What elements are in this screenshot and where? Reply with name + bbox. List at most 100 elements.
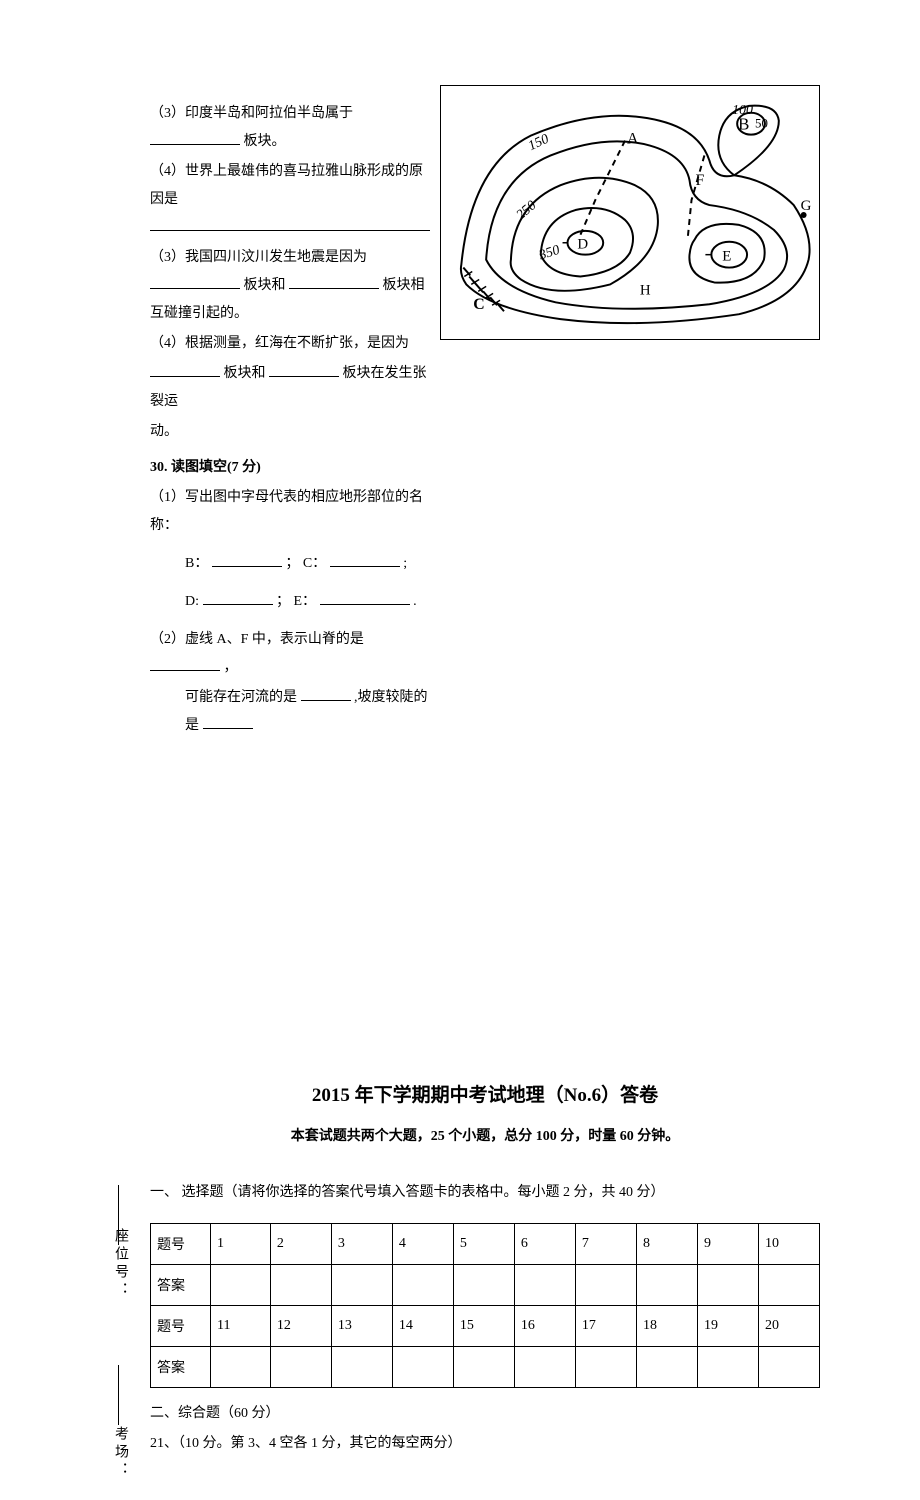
cell: 15 <box>453 1306 514 1347</box>
table-row: 答案 <box>151 1265 820 1306</box>
cell: 20 <box>758 1306 819 1347</box>
cell: 13 <box>331 1306 392 1347</box>
blank[interactable] <box>150 272 240 289</box>
label-f: F <box>695 172 704 189</box>
blank[interactable] <box>150 360 220 377</box>
label-b: B： <box>185 556 208 571</box>
q30-2b-text: 可能存在河流的是 <box>185 690 297 705</box>
q4b-l2a: 板块和 <box>224 366 266 381</box>
question-4b-line3: 动。 <box>150 418 430 446</box>
answer-cell[interactable] <box>392 1347 453 1388</box>
answer-cell[interactable] <box>636 1347 697 1388</box>
answer-cell[interactable] <box>697 1265 758 1306</box>
cell: 7 <box>575 1224 636 1265</box>
blank[interactable] <box>289 272 379 289</box>
blank[interactable] <box>212 550 282 567</box>
cell: 2 <box>270 1224 331 1265</box>
blank[interactable] <box>269 360 339 377</box>
answer-cell[interactable] <box>575 1265 636 1306</box>
q3b-mid: 板块和 <box>244 278 286 293</box>
row-label: 题号 <box>151 1306 211 1347</box>
q30-2-text: （2）虚线 A、F 中，表示山脊的是 <box>150 632 364 647</box>
q4-text: （4）世界上最雄伟的喜马拉雅山脉形成的原因是 <box>150 164 423 207</box>
table-row: 题号 11 12 13 14 15 16 17 18 19 20 <box>151 1306 820 1347</box>
cell: 10 <box>758 1224 819 1265</box>
seat-label: 座位号： <box>110 1228 130 1300</box>
blank[interactable] <box>301 684 351 701</box>
answer-cell[interactable] <box>758 1265 819 1306</box>
cell: 8 <box>636 1224 697 1265</box>
blank[interactable] <box>330 550 400 567</box>
cell: 6 <box>514 1224 575 1265</box>
label-50: 50 <box>755 117 768 131</box>
cell: 12 <box>270 1306 331 1347</box>
answer-subtitle: 本套试题共两个大题，25 个小题，总分 100 分，时量 60 分钟。 <box>150 1125 820 1145</box>
q30-1-de: D: ； E： . <box>150 588 430 616</box>
label-d: D <box>577 237 588 253</box>
answer-cell[interactable] <box>453 1265 514 1306</box>
question-4: （4）世界上最雄伟的喜马拉雅山脉形成的原因是 <box>150 158 430 242</box>
q30-2: （2）虚线 A、F 中，表示山脊的是 ， <box>150 626 430 682</box>
question-3b: （3）我国四川汶川发生地震是因为 板块和 板块相互碰撞引起的。 <box>150 244 430 328</box>
label-100: 100 <box>732 103 753 118</box>
cell: 14 <box>392 1306 453 1347</box>
label-d: D: <box>185 594 199 609</box>
cell: 9 <box>697 1224 758 1265</box>
answer-cell[interactable] <box>211 1347 271 1388</box>
answer-cell[interactable] <box>331 1265 392 1306</box>
label-a: A <box>627 131 639 148</box>
q4b-l3: 动。 <box>150 424 178 439</box>
question-3: （3）印度半岛和阿拉伯半岛属于 板块。 <box>150 100 430 156</box>
cell: 5 <box>453 1224 514 1265</box>
row-label: 答案 <box>151 1265 211 1306</box>
q30-title: 30. 读图填空(7 分) <box>150 456 430 476</box>
q30-2-suffix: ， <box>224 660 238 675</box>
label-350: 350 <box>536 243 561 264</box>
cell: 11 <box>211 1306 271 1347</box>
answer-cell[interactable] <box>270 1265 331 1306</box>
answer-cell[interactable] <box>514 1347 575 1388</box>
answer-cell[interactable] <box>514 1265 575 1306</box>
row-label: 答案 <box>151 1347 211 1388</box>
blank[interactable] <box>150 654 220 671</box>
blank[interactable] <box>203 712 253 729</box>
answer-cell[interactable] <box>758 1347 819 1388</box>
answer-cell[interactable] <box>270 1347 331 1388</box>
answer-cell[interactable] <box>697 1347 758 1388</box>
cell: 17 <box>575 1306 636 1347</box>
section-2-header: 二、综合题（60 分） <box>150 1400 820 1428</box>
answer-cell[interactable] <box>575 1347 636 1388</box>
q30-1-bc: B： ； C： ; <box>150 550 430 578</box>
row-label: 题号 <box>151 1224 211 1265</box>
suffix-e: . <box>413 594 417 609</box>
label-c: ； C： <box>285 556 326 571</box>
label-e: E <box>722 249 731 265</box>
blank[interactable] <box>150 128 240 145</box>
label-g: G <box>801 198 812 214</box>
seat-blank-line[interactable] <box>118 1185 119 1245</box>
contour-map: A B C D E F G H 50 100 150 250 350 <box>440 85 820 340</box>
table-row: 题号 1 2 3 4 5 6 7 8 9 10 <box>151 1224 820 1265</box>
q3-suffix: 板块。 <box>244 134 286 149</box>
question-4b-line2: 板块和 板块在发生张裂运 <box>150 360 430 416</box>
answer-title: 2015 年下学期期中考试地理（No.6）答卷 <box>150 1080 820 1107</box>
q3-text: （3）印度半岛和阿拉伯半岛属于 <box>150 106 353 121</box>
cell: 16 <box>514 1306 575 1347</box>
q30-1: （1）写出图中字母代表的相应地形部位的名称： <box>150 484 430 540</box>
blank[interactable] <box>203 588 273 605</box>
answer-cell[interactable] <box>331 1347 392 1388</box>
cell: 4 <box>392 1224 453 1265</box>
q30-2b: 可能存在河流的是 ,坡度较陡的是 <box>150 684 430 740</box>
section-1-header: 一、 选择题（请将你选择的答案代号填入答题卡的表格中。每小题 2 分，共 40 … <box>150 1180 820 1205</box>
q3b-text: （3）我国四川汶川发生地震是因为 <box>150 250 367 265</box>
answer-cell[interactable] <box>392 1265 453 1306</box>
answer-cell[interactable] <box>636 1265 697 1306</box>
cell: 18 <box>636 1306 697 1347</box>
blank[interactable] <box>320 588 410 605</box>
exam-room-blank-line[interactable] <box>118 1365 119 1425</box>
contour-svg: A B C D E F G H 50 100 150 250 350 <box>441 86 819 339</box>
label-h: H <box>640 282 651 298</box>
answer-cell[interactable] <box>211 1265 271 1306</box>
answer-cell[interactable] <box>453 1347 514 1388</box>
blank[interactable] <box>150 214 430 231</box>
